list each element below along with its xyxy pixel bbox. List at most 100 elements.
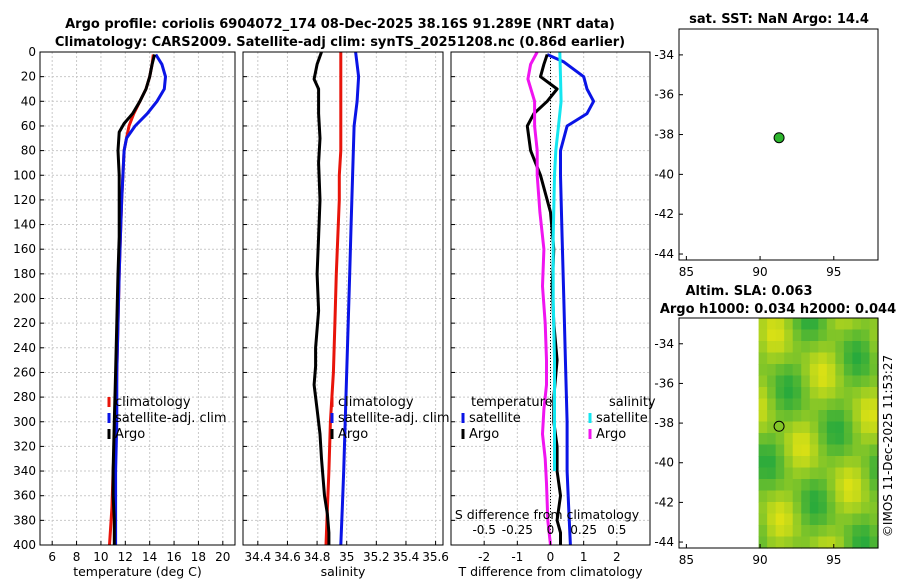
sla-heatmap-cell — [784, 352, 794, 365]
y-tick-label: -40 — [654, 456, 674, 470]
sla-heatmap-cell — [852, 421, 862, 434]
x-tick-label: 1 — [580, 550, 588, 564]
sla-heatmap-cell — [801, 421, 811, 434]
sla-heatmap-cell — [809, 387, 819, 400]
sla-heatmap-cell — [758, 433, 768, 446]
sla-heatmap-cell — [835, 490, 845, 503]
sla-heatmap-cell — [835, 433, 845, 446]
sla-heatmap-cell — [784, 421, 794, 434]
sla-heatmap-cell — [860, 398, 871, 411]
sla-heatmap-cell — [843, 398, 854, 411]
sla-heatmap-cell — [826, 318, 836, 331]
sla-heatmap-cell — [818, 502, 828, 515]
y-tick-label: 20 — [21, 70, 36, 84]
sla-heatmap-cell — [843, 421, 854, 434]
sla-heatmap-cell — [826, 456, 836, 469]
sla-heatmap-cell — [758, 536, 768, 549]
sla-heatmap-cell — [792, 318, 802, 331]
legend-entry: Argo — [469, 427, 499, 442]
sla-heatmap-cell — [818, 375, 828, 388]
sla-heatmap-cell — [835, 525, 845, 538]
sla-heatmap-cell — [767, 456, 777, 469]
x-tick-label: 10 — [93, 550, 108, 564]
sla-heatmap-cell — [826, 525, 836, 538]
legend-entry: satellite-adj. clim — [115, 411, 227, 426]
sla-heatmap-cell — [809, 398, 819, 411]
sla-heatmap-cell — [809, 352, 819, 365]
sla-heatmap-cell — [792, 433, 802, 446]
figure-title-line2: Climatology: CARS2009. Satellite-adj cli… — [55, 35, 625, 50]
map-title-line: sat. SST: NaN Argo: 14.4 — [689, 12, 869, 27]
sla-heatmap-cell — [784, 387, 794, 400]
sla-heatmap-cell — [809, 364, 819, 377]
map-frame — [678, 28, 879, 261]
y-tick-label: 120 — [13, 193, 36, 207]
sla-heatmap-cell — [826, 513, 836, 526]
sla-heatmap-cell — [826, 433, 836, 446]
x-tick-label: -2 — [478, 550, 490, 564]
sla-heatmap-cell — [826, 352, 836, 365]
sla-heatmap-cell — [758, 318, 768, 331]
legend-group-title: salinity — [609, 395, 656, 410]
sla-heatmap-cell — [775, 444, 785, 457]
sla-heatmap-cell — [809, 525, 819, 538]
sla-heatmap-cell — [818, 410, 828, 423]
sla-heatmap-cell — [835, 536, 845, 549]
sla-heatmap-cell — [801, 352, 811, 365]
sla-heatmap-cell — [809, 341, 819, 354]
sla-map-panel: 85 90 95 -34 -36 -38 -40 -42 -44 Altim. SLA: 0.06… — [654, 284, 896, 567]
sla-heatmap-cell — [818, 456, 828, 469]
sla-heatmap-cell — [767, 398, 777, 411]
sla-heatmap-cell — [843, 433, 854, 446]
sla-heatmap-cell — [801, 502, 811, 515]
sla-heatmap-cell — [767, 525, 777, 538]
sla-heatmap-cell — [792, 341, 802, 354]
sla-heatmap-cell — [775, 410, 785, 423]
sla-heatmap-cell — [809, 467, 819, 480]
sla-heatmap-cell — [758, 364, 768, 377]
sla-heatmap-cell — [869, 479, 879, 492]
sla-heatmap-cell — [818, 525, 828, 538]
y-tick-label: 340 — [13, 464, 36, 478]
sla-heatmap-cell — [826, 502, 836, 515]
sla-heatmap-cell — [835, 398, 845, 411]
sla-heatmap-cell — [852, 536, 862, 549]
map-title-line: Argo h1000: 0.034 h2000: 0.044 — [660, 302, 896, 317]
sla-heatmap-cell — [860, 352, 871, 365]
sla-heatmap-cell — [758, 398, 768, 411]
x-tick-label: 12 — [118, 550, 133, 564]
sla-heatmap-cell — [843, 318, 854, 331]
legend-entry: satellite-adj. clim — [338, 411, 450, 426]
y-tick-label: -36 — [654, 376, 674, 390]
sla-heatmap-cell — [775, 375, 785, 388]
sla-heatmap-cell — [869, 456, 879, 469]
sla-heatmap-cell — [843, 375, 854, 388]
sla-heatmap-cell — [775, 479, 785, 492]
x-tick-label: -1 — [511, 550, 523, 564]
sla-heatmap-cell — [852, 410, 862, 423]
sla-heatmap-cell — [758, 513, 768, 526]
sla-heatmap-cell — [801, 398, 811, 411]
sla-heatmap-cell — [826, 341, 836, 354]
sla-heatmap-cell — [860, 364, 871, 377]
argo-location-marker — [773, 420, 785, 432]
sla-heatmap-cell — [826, 364, 836, 377]
sla-heatmap-cell — [835, 410, 845, 423]
sla-heatmap-cell — [784, 525, 794, 538]
y-tick-label: -42 — [654, 207, 674, 221]
sla-heatmap-cell — [826, 375, 836, 388]
sla-heatmap-cell — [809, 513, 819, 526]
x-tick-label: 90 — [752, 265, 767, 279]
y-tick-label: -44 — [654, 247, 674, 261]
x-tick-label: 35.2 — [363, 550, 390, 564]
sla-heatmap-cell — [767, 329, 777, 342]
x-tick-label: 35.6 — [422, 550, 449, 564]
sla-heatmap-cell — [860, 421, 871, 434]
sla-heatmap-cell — [869, 375, 879, 388]
x-tick-label: 6 — [48, 550, 56, 564]
sla-heatmap-cell — [860, 536, 871, 549]
series-climatology — [324, 52, 343, 546]
sla-heatmap-cell — [843, 513, 854, 526]
sla-heatmap-cell — [835, 387, 845, 400]
figure-title-line1: Argo profile: coriolis 6904072_174 08-De… — [65, 17, 615, 32]
